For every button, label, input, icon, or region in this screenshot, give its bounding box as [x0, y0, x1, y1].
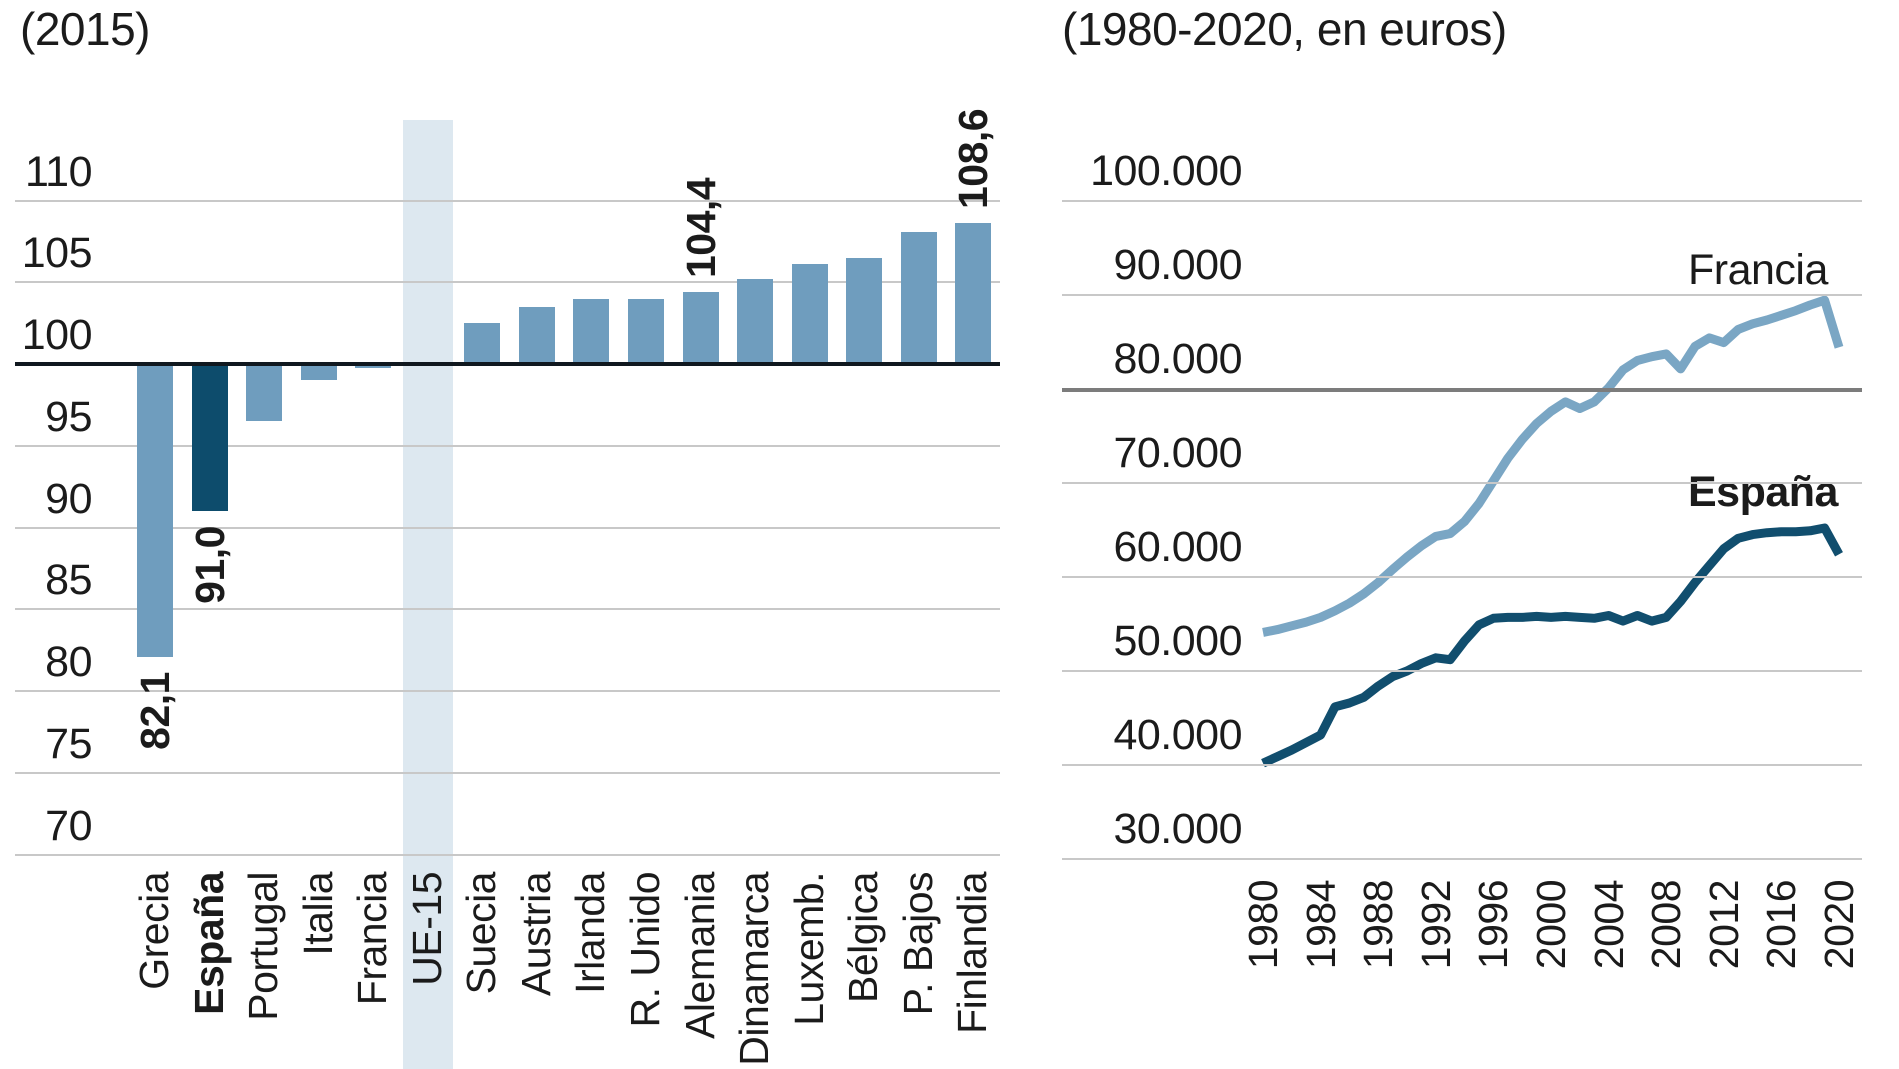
- line-x-tick-1984: 1984: [1297, 880, 1344, 970]
- data-line-España: [1261, 523, 1843, 768]
- line-gridline-50000: [1062, 670, 1862, 672]
- bar-Italia: [300, 366, 337, 381]
- line-y-tick-70000: 70.000: [1113, 428, 1242, 477]
- line-x-tick-2012: 2012: [1700, 880, 1747, 970]
- bar-Alemania: [682, 292, 719, 364]
- line-y-tick-80000: 80.000: [1113, 334, 1242, 383]
- bar-R. Unido: [627, 298, 664, 364]
- line-x-tick-1992: 1992: [1412, 880, 1459, 970]
- series-label-francia: Francia: [1688, 246, 1828, 294]
- line-y-tick-60000: 60.000: [1113, 522, 1242, 571]
- line-x-tick-2000: 2000: [1528, 880, 1574, 970]
- bar-y-tick-70: 70: [45, 801, 92, 850]
- line-chart-title: (1980-2020, en euros): [1062, 3, 1507, 55]
- ue15-highlight-band: [402, 120, 453, 1069]
- bar-Finlandia: [955, 223, 992, 364]
- bar-Dinamarca: [737, 278, 774, 364]
- bar-Portugal: [246, 366, 283, 422]
- bar-y-tick-110: 110: [24, 147, 93, 196]
- bar-baseline-100: [15, 362, 1000, 366]
- line-gridline-30000: [1062, 858, 1862, 861]
- bar-y-tick-85: 85: [45, 556, 92, 605]
- bar-Bélgica: [846, 257, 883, 364]
- bar-y-tick-100: 100: [21, 311, 93, 359]
- bar-gridline-95: [15, 444, 1000, 447]
- bar-gridline-80: [15, 690, 1000, 692]
- bar-gridline-85: [15, 608, 1000, 611]
- line-x-tick-2004: 2004: [1585, 880, 1632, 970]
- line-y-tick-30000: 30.000: [1113, 805, 1242, 854]
- bar-gridline-75: [15, 771, 1000, 774]
- bar-y-tick-105: 105: [21, 229, 93, 278]
- bar-Luxemb.: [791, 264, 828, 364]
- line-x-tick-1980: 1980: [1240, 880, 1286, 970]
- data-line-Francia: [1262, 295, 1844, 637]
- line-gridline-70000: [1062, 481, 1862, 484]
- bar-y-tick-80: 80: [45, 638, 92, 686]
- line-x-tick-1996: 1996: [1470, 880, 1517, 970]
- bar-Irlanda: [573, 298, 610, 364]
- bar-gridline-110: [15, 199, 1000, 202]
- line-y-tick-90000: 90.000: [1113, 240, 1242, 289]
- bar-Francia: [355, 366, 392, 368]
- bar-gridline-70: [15, 853, 1000, 856]
- bar-P. Bajos: [900, 231, 937, 364]
- line-y-tick-40000: 40.000: [1113, 711, 1242, 760]
- line-gridline-40000: [1062, 764, 1862, 767]
- line-x-tick-2020: 2020: [1816, 880, 1862, 970]
- bar-chart-title: (2015): [20, 3, 150, 55]
- bar-gridline-105: [15, 281, 1000, 284]
- line-x-tick-1988: 1988: [1355, 880, 1402, 970]
- line-x-tick-2008: 2008: [1643, 880, 1690, 970]
- line-gridline-60000: [1062, 575, 1862, 578]
- line-x-tick-2016: 2016: [1758, 880, 1805, 970]
- line-gridline-100000: [1062, 199, 1862, 202]
- bar-gridline-90: [15, 526, 1000, 529]
- line-y-tick-50000: 50.000: [1113, 617, 1242, 665]
- bar-y-tick-90: 90: [45, 474, 92, 523]
- line-y-tick-100000: 100.000: [1090, 146, 1242, 195]
- bar-Austria: [518, 306, 555, 364]
- line-gridline-80000: [1062, 387, 1862, 392]
- bar-Grecia: [137, 366, 173, 657]
- bar-y-tick-75: 75: [45, 719, 92, 768]
- series-label-espana: España: [1688, 468, 1838, 516]
- bar-y-tick-95: 95: [45, 392, 92, 441]
- line-gridline-90000: [1062, 293, 1862, 296]
- bar-España: [191, 366, 228, 512]
- bar-Suecia: [464, 323, 501, 364]
